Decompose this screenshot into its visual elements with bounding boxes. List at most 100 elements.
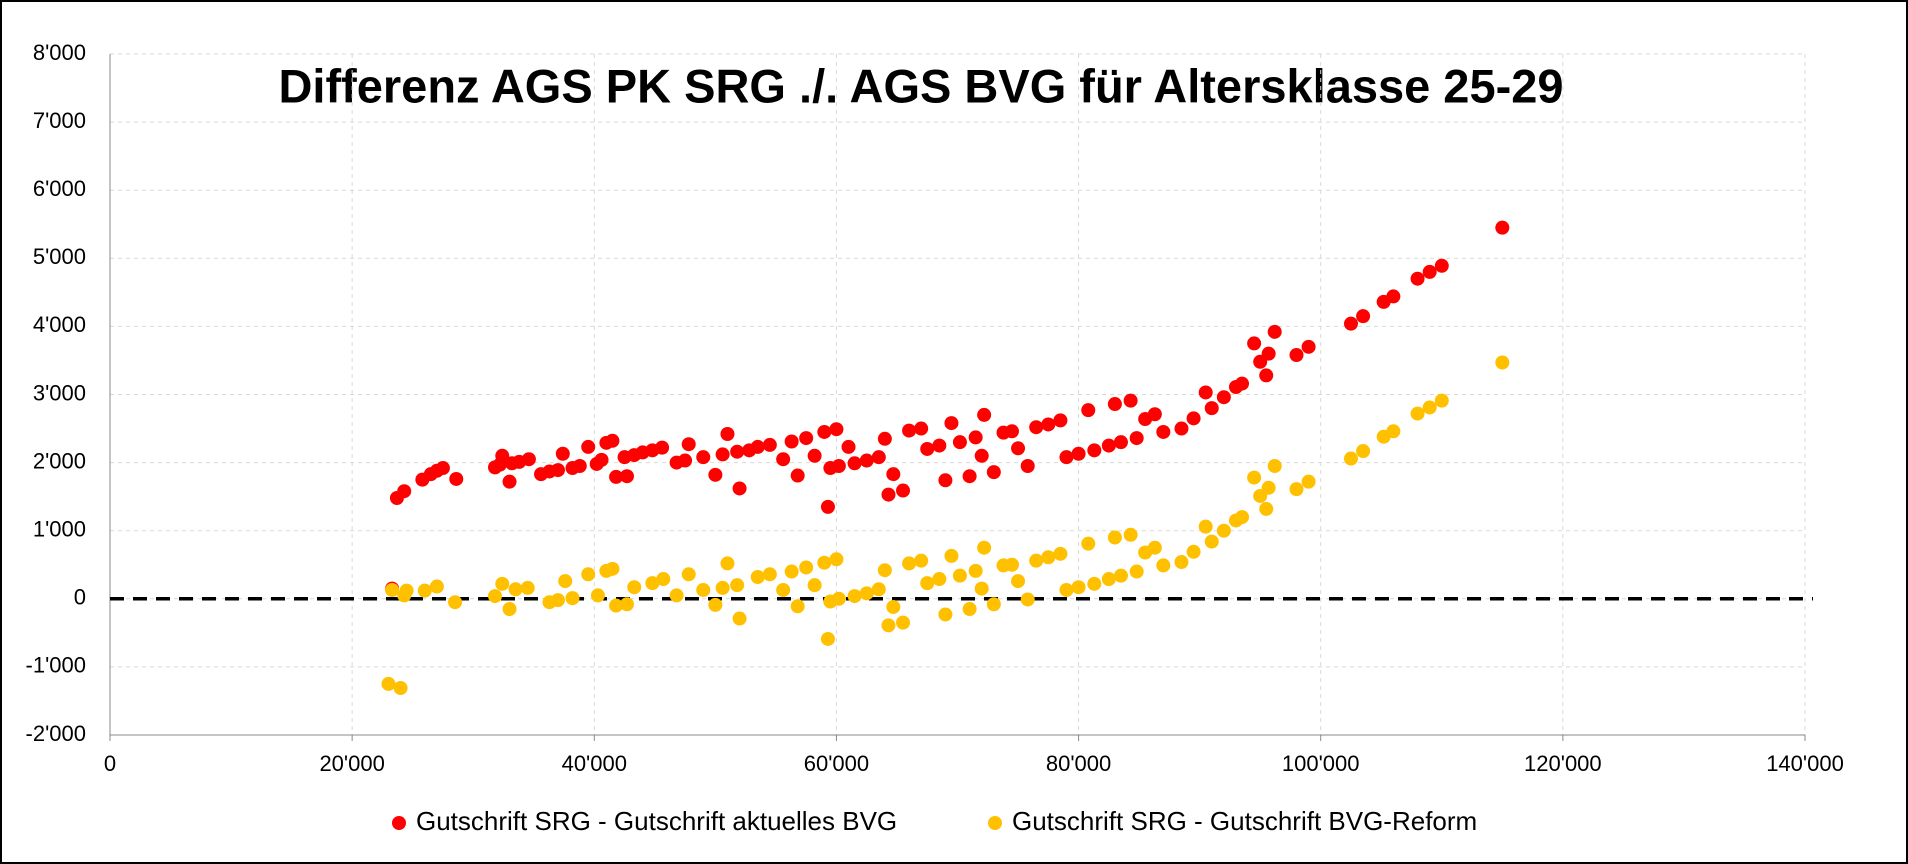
x-tick-label: 120'000 [1524,751,1602,776]
x-tick-label: 60'000 [804,751,869,776]
scatter-point [609,598,624,613]
x-tick-label: 20'000 [319,751,384,776]
scatter-point [920,441,935,456]
scatter-point [1174,421,1189,436]
scatter-point [977,407,992,422]
scatter-point [859,453,874,468]
scatter-point [1267,459,1282,474]
y-tick-label: 1'000 [33,517,86,542]
legend-label: Gutschrift SRG - Gutschrift aktuelles BV… [416,806,897,836]
scatter-point [655,440,670,455]
y-tick-label: 4'000 [33,312,86,337]
scatter-point [550,593,565,608]
scatter-point [495,448,510,463]
scatter-point [1343,316,1358,331]
x-tick-label: 0 [104,751,116,776]
scatter-point [502,602,517,617]
y-tick-label: 0 [74,585,86,610]
scatter-point [962,469,977,484]
scatter-point [896,615,911,630]
scatter-point [944,416,959,431]
scatter-point [715,447,730,462]
y-tick-label: 8'000 [33,40,86,65]
scatter-point [1123,527,1138,542]
scatter-point [1186,544,1201,559]
scatter-point [1235,376,1250,391]
scatter-point [1113,568,1128,583]
scatter-point [449,471,464,486]
scatter-point [1267,324,1282,339]
scatter-point [1087,576,1102,591]
scatter-point [790,468,805,483]
scatter-point [708,597,723,612]
scatter-point [820,499,835,514]
scatter-point [1204,401,1219,416]
scatter-point [1123,393,1138,408]
y-tick-label: 3'000 [33,380,86,405]
scatter-point [1386,424,1401,439]
scatter-point [581,567,596,582]
scatter-point [829,552,844,567]
scatter-point [902,423,917,438]
x-tick-label: 40'000 [562,751,627,776]
scatter-point [1356,444,1371,459]
scatter-point [502,474,517,489]
scatter-point [1422,400,1437,415]
scatter-point [681,567,696,582]
scatter-point [750,439,765,454]
scatter-point [558,574,573,589]
scatter-point [696,582,711,597]
scatter-point [1101,572,1116,587]
scatter-point [550,463,565,478]
scatter-point [605,561,620,576]
scatter-point [1386,289,1401,304]
scatter-point [952,568,967,583]
scatter-point [932,572,947,587]
scatter-point [871,582,886,597]
scatter-point [565,591,580,606]
scatter-point [1059,582,1074,597]
scatter-point [820,631,835,646]
scatter-point [1259,368,1274,383]
scatter-point [1356,309,1371,324]
scatter-point [859,586,874,601]
scatter-point [831,459,846,474]
scatter-point [962,602,977,617]
scatter-point [938,607,953,622]
scatter-point [914,553,929,568]
scatter-point [669,588,684,603]
scatter-point [1186,411,1201,426]
scatter-point [520,580,535,595]
scatter-point [720,426,735,441]
scatter-point [1247,470,1262,485]
legend-marker [392,816,406,830]
scatter-point [1301,474,1316,489]
scatter-point [977,540,992,555]
scatter-point [521,452,536,467]
scatter-point [1071,446,1086,461]
scatter-point [399,583,414,598]
scatter-point [776,582,791,597]
scatter-point [508,582,523,597]
scatter-point [594,452,609,467]
scatter-point [1198,519,1213,534]
scatter-point [417,583,432,598]
scatter-point [1410,271,1425,286]
scatter-point [730,578,745,593]
scatter-point [656,572,671,587]
scatter-point [678,453,693,468]
scatter-point [1289,348,1304,363]
scatter-point [914,421,929,436]
scatter-point [932,438,947,453]
scatter-point [429,579,444,594]
scatter-point [1235,510,1250,525]
scatter-point [1029,553,1044,568]
scatter-point [807,578,822,593]
scatter-point [448,595,463,610]
scatter-point [817,555,832,570]
scatter-point [881,618,896,633]
scatter-point [1156,424,1171,439]
scatter-point [841,439,856,454]
scatter-point [986,597,1001,612]
